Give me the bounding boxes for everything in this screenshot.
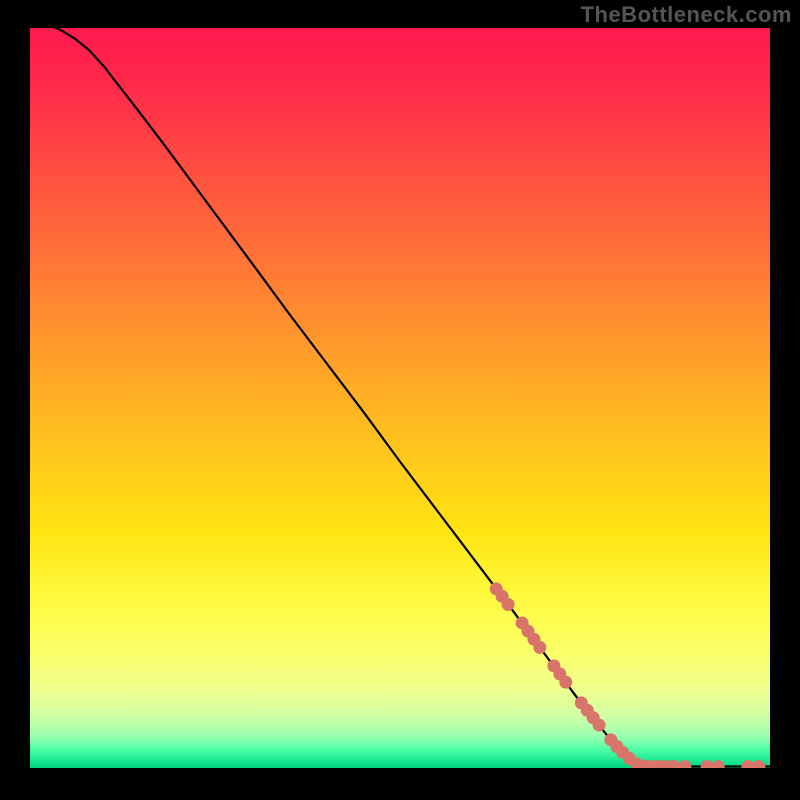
bottleneck-chart xyxy=(30,28,770,768)
data-marker xyxy=(593,719,606,732)
chart-canvas: TheBottleneck.com xyxy=(0,0,800,800)
watermark-label: TheBottleneck.com xyxy=(581,2,792,28)
chart-svg xyxy=(30,28,770,768)
chart-background xyxy=(30,28,770,768)
data-marker xyxy=(502,598,515,611)
data-marker xyxy=(533,641,546,654)
data-marker xyxy=(559,676,572,689)
